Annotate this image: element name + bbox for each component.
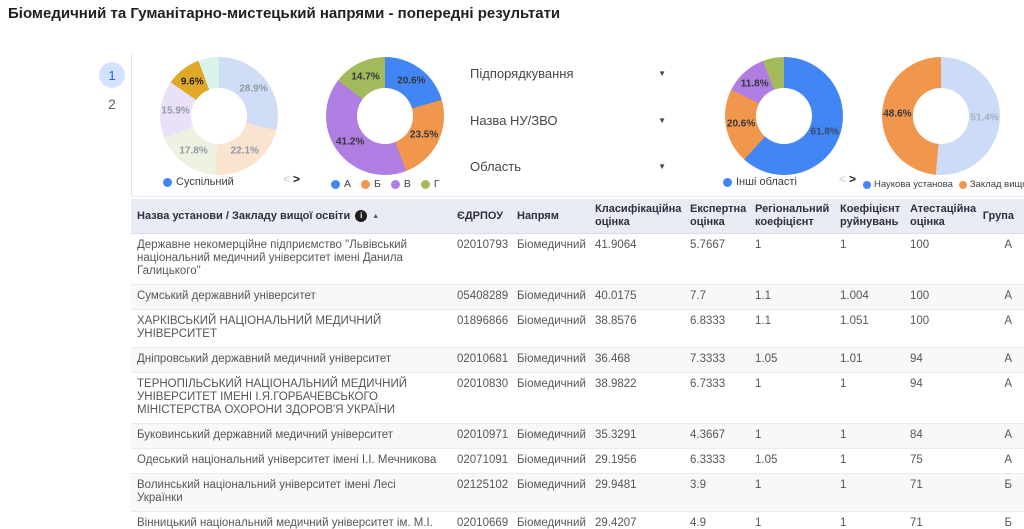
legend-carousel: < > <box>839 172 856 186</box>
legend-label: Суспільний <box>176 176 234 188</box>
legend-label: Б <box>374 178 381 190</box>
table-row[interactable]: ТЕРНОПІЛЬСЬКИЙ НАЦІОНАЛЬНИЙ МЕДИЧНИЙ УНІ… <box>131 373 1024 424</box>
next-arrow-icon[interactable]: > <box>849 172 857 186</box>
slice-label: 22.1% <box>230 145 259 157</box>
legend-dot-icon <box>958 180 967 189</box>
column-header-regional-coefficient[interactable]: Регіональний коефіцієнт <box>755 203 830 228</box>
slice-label: 11.8% <box>740 78 769 90</box>
legend-item[interactable]: Б <box>361 178 381 190</box>
table-row[interactable]: Буковинський державний медичний універси… <box>131 424 1024 449</box>
legend-label: Заклад вищої освіти <box>969 179 1024 190</box>
filter-dropdown-nazva-nu-zvo[interactable]: Назва НУ/ЗВО ▼ <box>470 113 666 128</box>
legend-groups: А Б В Г <box>331 178 450 190</box>
legend-dot-icon <box>331 179 340 189</box>
pie-chart-institution-type[interactable]: 51.4% 48.6% <box>882 57 1000 175</box>
page-title: Біомедичний та Гуманітарно-мистецький на… <box>8 5 561 22</box>
chevron-down-icon: ▼ <box>658 69 666 78</box>
vertical-divider <box>131 54 132 197</box>
slice-label: 61.8% <box>810 126 839 138</box>
legend-dot-icon <box>863 180 871 189</box>
legend-dot-icon <box>420 179 430 189</box>
slice-label: 20.6% <box>726 118 756 130</box>
pie-chart-napriam[interactable]: 28.9% 22.1% 17.8% 15.9% 9.6% <box>160 57 278 175</box>
chevron-down-icon: ▼ <box>658 162 666 171</box>
slice-label: 51.4% <box>970 112 999 124</box>
column-header-napriam[interactable]: Напрям <box>517 209 559 222</box>
column-header-expert-score[interactable]: Експертна оцінка <box>690 203 747 228</box>
legend-label: А <box>344 178 352 190</box>
prev-arrow-icon[interactable]: < <box>283 172 291 186</box>
prev-arrow-icon[interactable]: < <box>839 172 847 186</box>
slice-label: 23.5% <box>409 129 439 141</box>
filter-label: Підпорядкування <box>470 66 574 81</box>
column-header-classification-score[interactable]: Класифікаційна оцінка <box>595 203 682 228</box>
chevron-down-icon: ▼ <box>658 116 666 125</box>
column-header-attestation-score[interactable]: Атестаційна оцінка <box>910 203 977 228</box>
page-nav-item-1[interactable]: 1 <box>99 62 125 88</box>
filter-label: Назва НУ/ЗВО <box>470 113 558 128</box>
sort-asc-icon[interactable]: ▲ <box>372 212 380 220</box>
results-table: Назва установи / Закладу вищої освіти i … <box>131 199 1024 529</box>
pie-chart-groups[interactable]: 20.6% 23.5% 41.2% 14.7% <box>326 57 444 175</box>
filter-label: Область <box>470 159 522 174</box>
legend-label: Наукова установа <box>874 179 953 190</box>
legend-dot-icon <box>723 177 732 187</box>
legend-dot-icon <box>163 177 172 187</box>
slice-label: 17.8% <box>179 145 208 157</box>
legend-oblast: Інші області <box>723 176 807 188</box>
legend-item[interactable]: А <box>331 178 351 190</box>
next-arrow-icon[interactable]: > <box>293 172 301 186</box>
filter-dropdown-pidporiadkuvannia[interactable]: Підпорядкування ▼ <box>470 66 666 81</box>
table-row[interactable]: Дніпровський державний медичний універси… <box>131 348 1024 373</box>
table-header-row: Назва установи / Закладу вищої освіти i … <box>131 199 1024 234</box>
legend-institution-type: Наукова установа Заклад вищої освіти <box>863 179 1024 190</box>
legend-item[interactable]: Наукова установа <box>863 179 953 190</box>
page-nav-item-2[interactable]: 2 <box>108 96 116 112</box>
horizontal-divider <box>131 196 1024 197</box>
slice-label: 14.7% <box>351 71 380 83</box>
slice-label: 48.6% <box>883 108 912 120</box>
info-icon[interactable]: i <box>355 210 368 222</box>
column-header-destruction-coefficient[interactable]: Коефіцієнт руйнувань <box>840 203 901 228</box>
legend-item[interactable]: Г <box>420 178 440 190</box>
legend-napriam: Суспільний <box>163 176 244 188</box>
legend-item[interactable]: Інші області <box>723 176 797 188</box>
table-row[interactable]: Волинський національний університет імен… <box>131 474 1024 512</box>
column-header-group[interactable]: Група <box>982 209 1014 222</box>
legend-dot-icon <box>361 179 371 189</box>
column-header-name[interactable]: Назва установи / Закладу вищої освіти i … <box>137 209 380 222</box>
legend-item[interactable]: Заклад вищої освіти <box>958 179 1024 190</box>
legend-item[interactable]: В <box>390 178 411 190</box>
slice-label: 9.6% <box>180 76 204 87</box>
legend-label: Інші області <box>736 176 797 188</box>
table-row[interactable]: Одеський національний університет імені … <box>131 449 1024 474</box>
legend-dot-icon <box>390 179 400 189</box>
table-row[interactable]: Вінницький національний медичний універс… <box>131 512 1024 529</box>
table-row[interactable]: Сумський державний університет 05408289 … <box>131 285 1024 310</box>
slice-label: 28.9% <box>239 83 268 95</box>
table-row[interactable]: ХАРКІВСЬКИЙ НАЦІОНАЛЬНИЙ МЕДИЧНИЙ УНІВЕР… <box>131 310 1024 348</box>
legend-label: Г <box>433 178 440 190</box>
column-header-edrpou[interactable]: ЄДРПОУ <box>457 209 504 222</box>
filter-dropdown-oblast[interactable]: Область ▼ <box>470 159 666 174</box>
slice-label: 20.6% <box>397 75 426 87</box>
table-row[interactable]: Державне некомерційне підприємство "Льві… <box>131 234 1024 285</box>
pie-chart-oblast[interactable]: 61.8% 20.6% 11.8% <box>725 57 843 175</box>
legend-carousel: < > <box>283 172 300 186</box>
slice-label: 15.9% <box>161 105 190 117</box>
legend-label: В <box>403 178 411 190</box>
slice-label: 41.2% <box>335 136 365 148</box>
legend-item[interactable]: Суспільний <box>163 176 234 188</box>
